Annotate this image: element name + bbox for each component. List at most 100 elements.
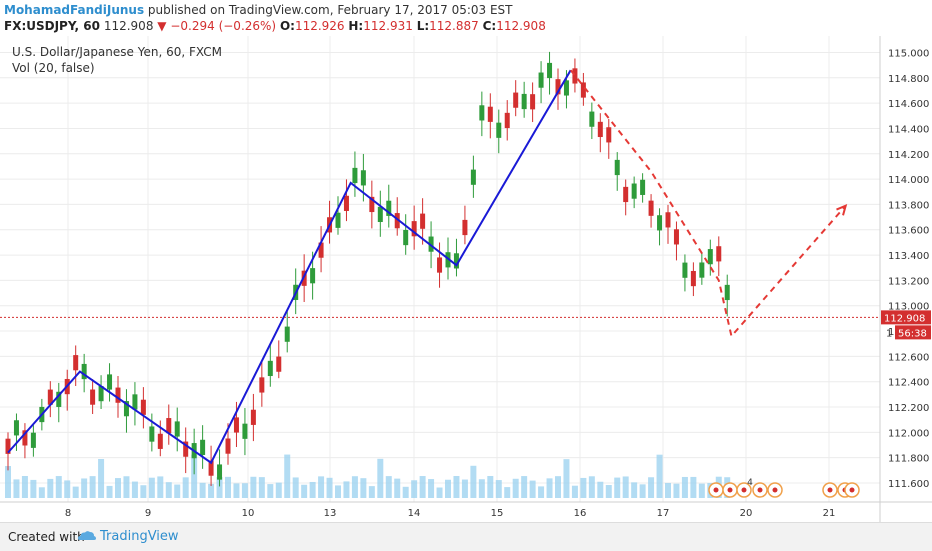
candle-body	[631, 183, 637, 199]
candle-body	[648, 200, 654, 216]
volume-bar	[157, 476, 164, 498]
candle-body	[200, 439, 206, 455]
volume-bar	[89, 476, 96, 498]
candle-body	[403, 229, 409, 246]
price-chart[interactable]: 115.000 114.800 114.600 114.400 114.200 114.0…	[0, 36, 932, 522]
volume-bar	[140, 485, 147, 498]
candle-body	[555, 79, 561, 95]
tradingview-brand-link[interactable]: TradingView	[100, 529, 179, 544]
candle-body	[487, 106, 493, 122]
volume-bar	[250, 476, 257, 498]
volume-bar	[605, 485, 612, 498]
volume-bar	[529, 480, 536, 498]
volume-bar	[284, 454, 291, 498]
candle-body	[140, 399, 146, 415]
candle-body	[699, 262, 705, 278]
volume-bar	[368, 486, 375, 498]
volume-bar	[148, 477, 155, 498]
candle-body	[513, 92, 519, 108]
candle-body	[707, 249, 713, 265]
volume-bar	[360, 478, 367, 498]
volume-bar	[656, 454, 663, 498]
candle-body	[504, 112, 510, 129]
candle-body	[174, 421, 180, 437]
candle-body	[81, 363, 87, 380]
volume-bar	[461, 479, 468, 498]
candle-body	[420, 213, 426, 229]
x-tick-label: 17	[657, 508, 670, 519]
candle-body	[13, 420, 19, 436]
volume-bar	[571, 485, 578, 498]
y-tick-label: 113.000	[888, 302, 929, 313]
volume-bar	[174, 484, 181, 498]
volume-bar	[98, 458, 105, 498]
author-link[interactable]: MohamadFandiJunus	[4, 3, 145, 17]
candle-body	[259, 377, 265, 393]
volume-bar	[428, 479, 435, 498]
volume-bar	[55, 476, 62, 498]
volume-bar	[478, 479, 485, 498]
candle-body	[98, 386, 104, 402]
x-tick-label: 14	[408, 508, 421, 519]
candle-body	[682, 262, 688, 278]
candle-body	[453, 253, 459, 269]
x-tick-label: 15	[491, 508, 504, 519]
candle-body	[563, 80, 569, 96]
volume-bar	[182, 477, 189, 498]
candle-body	[318, 242, 324, 258]
chart-area[interactable]: 115.000 114.800 114.600 114.400 114.200 114.0…	[0, 36, 932, 522]
candle-body	[640, 179, 646, 195]
high-label: H:	[348, 19, 364, 33]
candle-body	[208, 460, 214, 476]
volume-bar	[38, 487, 45, 498]
candle-body	[369, 196, 375, 213]
candle-body	[547, 62, 553, 79]
volume-bar	[47, 478, 54, 498]
volume-bar	[563, 459, 570, 498]
y-tick-label: 113.600	[888, 226, 929, 237]
candle-body	[673, 229, 679, 245]
high-value: 112.931	[363, 19, 413, 33]
candle-body	[470, 169, 476, 185]
y-tick-label: 113.800	[888, 200, 929, 211]
volume-bar	[546, 478, 553, 498]
volume-bar	[309, 481, 316, 498]
volume-bar	[191, 454, 198, 498]
candle-body	[267, 360, 273, 377]
candle-body	[724, 284, 730, 301]
current-price-label: 112.908	[884, 313, 925, 324]
candle-body	[225, 438, 231, 454]
volume-bar	[402, 486, 409, 498]
y-tick-label: 114.800	[888, 74, 929, 85]
candle-body	[217, 464, 223, 480]
published-text: published on TradingView.com, February 1…	[147, 3, 513, 17]
volume-bar	[292, 477, 299, 498]
y-tick-label: 112.000	[888, 428, 929, 439]
candle-body	[343, 195, 349, 211]
y-tick-label: 112.600	[888, 352, 929, 363]
candle-body	[530, 94, 536, 110]
down-arrow-icon: ▼	[157, 19, 167, 33]
candle-body	[242, 423, 248, 439]
volume-bar	[487, 476, 494, 498]
volume-bar	[512, 478, 519, 498]
event-count-label: 4	[747, 478, 753, 488]
volume-bar	[445, 479, 451, 498]
volume-bar	[13, 479, 20, 498]
candle-body	[657, 215, 663, 231]
candle-body	[606, 127, 612, 143]
candle-body	[183, 441, 189, 457]
volume-bar	[106, 485, 113, 498]
volume-bar	[538, 486, 545, 498]
open-label: O:	[279, 19, 295, 33]
candle-body	[496, 122, 502, 138]
volume-bar	[631, 482, 638, 498]
volume-bar	[258, 477, 265, 498]
volume-bar	[30, 479, 37, 498]
volume-bar	[267, 484, 274, 498]
volume-bar	[665, 482, 671, 498]
symbol-label[interactable]: FX:USDJPY, 60	[4, 19, 100, 33]
volume-bar	[394, 478, 401, 498]
candle-body	[123, 401, 129, 417]
candle-body	[614, 159, 620, 176]
